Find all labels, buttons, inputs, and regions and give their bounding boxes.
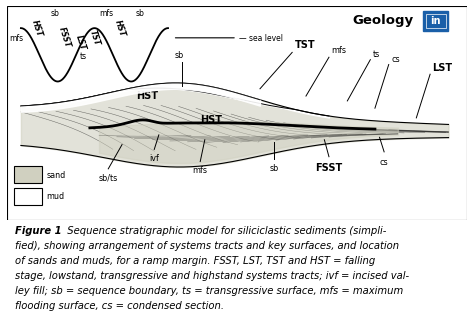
Text: sb/ts: sb/ts (99, 174, 118, 183)
Text: — sea level: — sea level (239, 34, 283, 43)
Text: FSST: FSST (315, 163, 343, 172)
Text: Figure 1: Figure 1 (15, 226, 62, 236)
Text: ley fill; sb = sequence boundary, ts = transgressive surface, mfs = maximum: ley fill; sb = sequence boundary, ts = t… (15, 286, 404, 296)
Text: fied), showing arrangement of systems tracts and key surfaces, and location: fied), showing arrangement of systems tr… (15, 241, 400, 251)
FancyBboxPatch shape (426, 14, 446, 28)
Text: TST: TST (294, 40, 315, 50)
Text: HST: HST (136, 91, 158, 101)
Text: ts: ts (373, 50, 380, 59)
Text: mfs: mfs (331, 46, 346, 55)
Text: stage, lowstand, transgressive and highstand systems tracts; ivf = incised val-: stage, lowstand, transgressive and highs… (15, 271, 410, 281)
Text: sb: sb (175, 51, 184, 60)
Text: sb: sb (136, 9, 145, 19)
Text: LST: LST (432, 63, 453, 73)
Text: sand: sand (46, 171, 65, 180)
Text: cs: cs (380, 158, 388, 167)
Text: ts: ts (80, 52, 87, 61)
Text: HST: HST (30, 19, 44, 38)
FancyBboxPatch shape (423, 11, 448, 30)
Text: flooding surface, cs = condensed section.: flooding surface, cs = condensed section… (15, 301, 224, 311)
Text: FSST: FSST (57, 26, 72, 49)
Text: of sands and muds, for a ramp margin. FSST, LST, TST and HST = falling: of sands and muds, for a ramp margin. FS… (15, 256, 375, 266)
Text: mud: mud (46, 192, 64, 202)
Text: sb: sb (269, 164, 278, 173)
Text: HST: HST (113, 19, 127, 38)
Bar (14, 166, 42, 183)
Text: cs: cs (391, 55, 400, 63)
Text: in: in (430, 16, 441, 26)
Text: mfs: mfs (193, 166, 208, 176)
Text: mfs: mfs (9, 34, 23, 43)
Text: mfs: mfs (99, 9, 113, 19)
Text: TST: TST (88, 29, 101, 47)
Text: ivf: ivf (149, 154, 159, 163)
Bar (14, 188, 42, 205)
Text: Sequence stratigraphic model for siliciclastic sediments (simpli-: Sequence stratigraphic model for silicic… (61, 226, 387, 236)
Text: Geology: Geology (352, 14, 413, 27)
Text: HST: HST (200, 115, 222, 125)
Text: sb: sb (51, 9, 60, 19)
Text: LST: LST (74, 34, 87, 51)
